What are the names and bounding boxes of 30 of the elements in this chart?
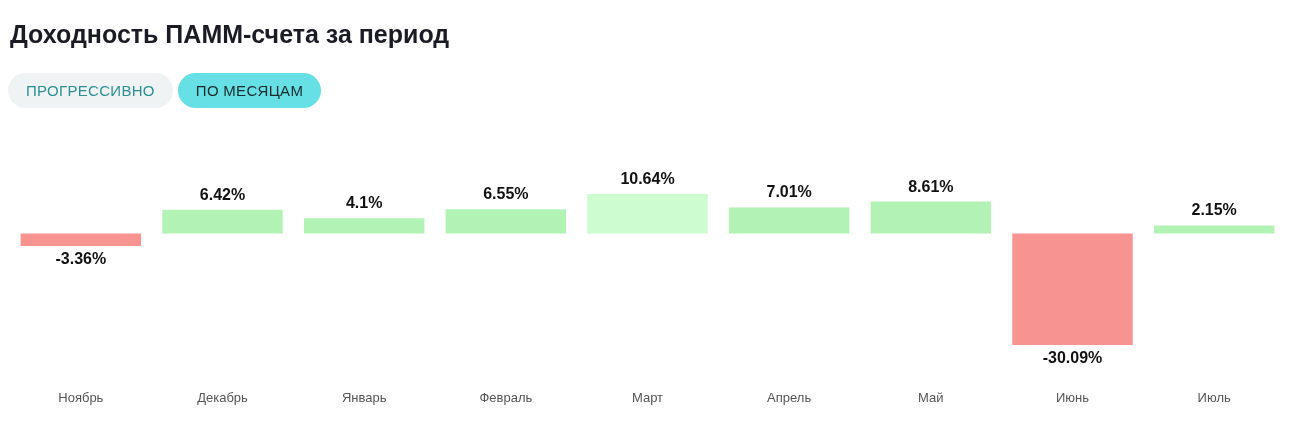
data-label: 8.61% (908, 177, 954, 195)
data-label: 4.1% (345, 194, 383, 212)
bar (870, 201, 992, 234)
data-label: 7.01% (766, 183, 812, 201)
x-tick-label: Январь (341, 389, 387, 405)
bar (1153, 225, 1275, 234)
bar (303, 218, 425, 234)
bar (20, 233, 142, 246)
x-tick-label: Ноябрь (58, 389, 104, 405)
bar (445, 209, 567, 234)
x-tick-label: Июль (1197, 389, 1231, 405)
button: ПО МЕСЯЦАМ (177, 73, 322, 108)
button: ПРОГРЕССИВНО (8, 73, 173, 108)
data-label: -30.09% (1042, 349, 1103, 366)
bar (1012, 233, 1133, 345)
bar (587, 194, 708, 234)
x-tick-label: Декабрь (197, 389, 249, 405)
chart-title: Доходность ПАММ-счета за период (10, 20, 450, 49)
x-tick-label: Апрель (767, 389, 812, 405)
data-label: 6.55% (483, 185, 529, 203)
data-label: -3.36% (55, 249, 107, 267)
x-tick-label: Май (918, 389, 944, 405)
bar (728, 207, 850, 234)
data-label: 2.15% (1191, 201, 1237, 219)
data-label: 6.42% (199, 185, 246, 203)
x-tick-label: Июнь (1055, 389, 1090, 405)
x-tick-label: Март (631, 389, 664, 405)
data-label: 10.64% (620, 170, 675, 187)
x-tick-label: Февраль (479, 389, 533, 405)
bar (162, 209, 283, 234)
